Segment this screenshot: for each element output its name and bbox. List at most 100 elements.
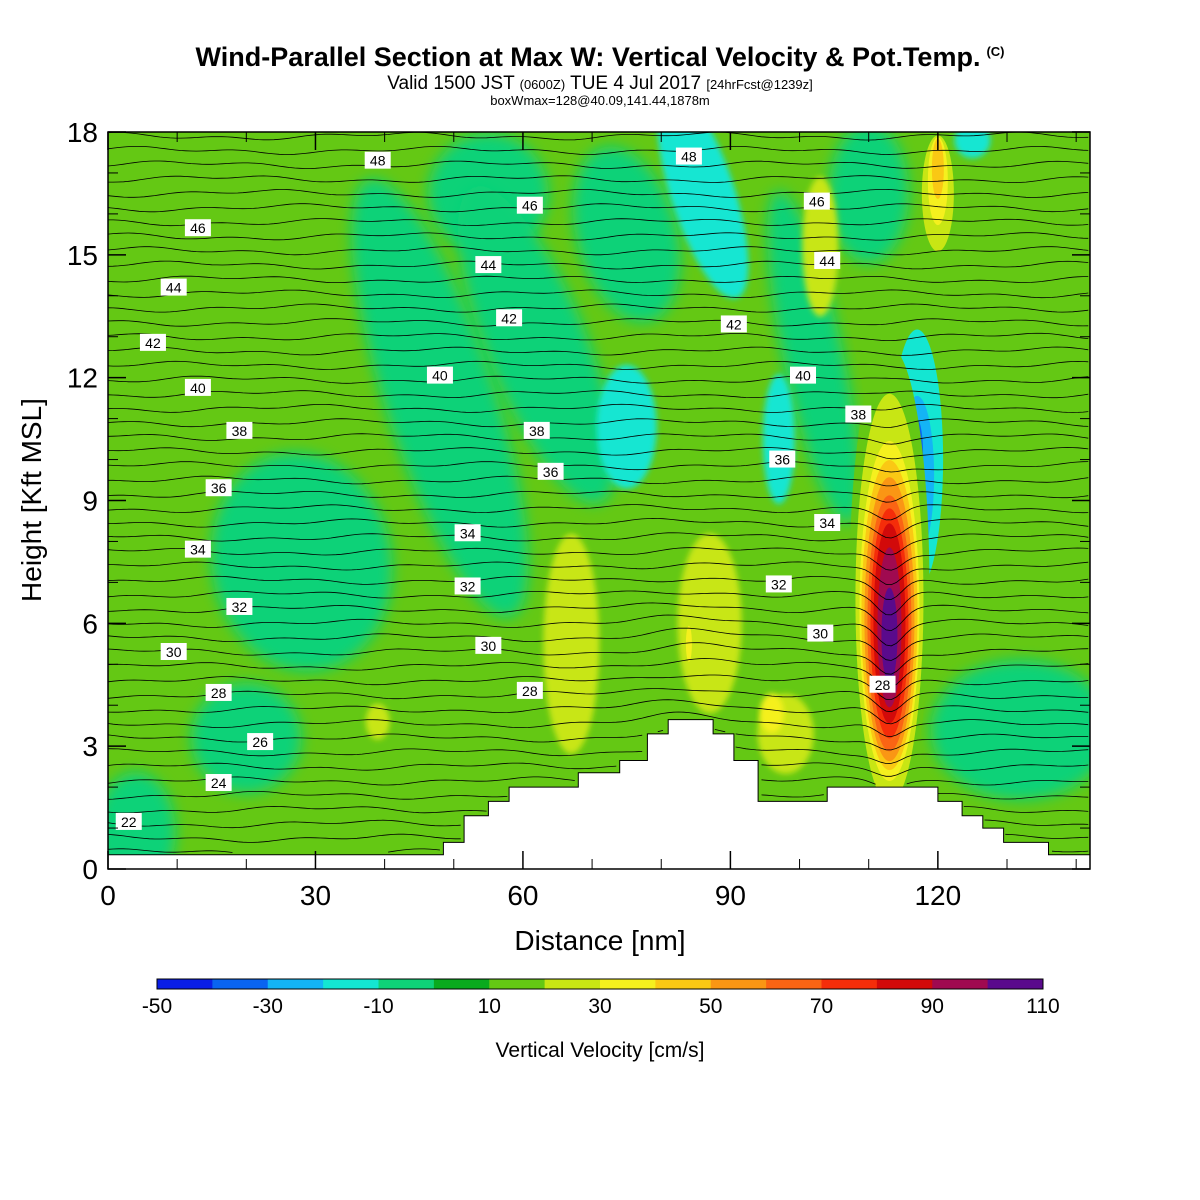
contour-label-box xyxy=(247,733,274,751)
theta-line xyxy=(108,218,1089,227)
theta-line xyxy=(108,360,1089,370)
contour-label: 48 xyxy=(364,151,391,169)
contour-label-box xyxy=(115,812,142,830)
contour-label-box xyxy=(160,278,187,296)
contour-label-text: 40 xyxy=(432,368,448,384)
colorbar-tick-label: 50 xyxy=(699,995,722,1018)
contour-label: 26 xyxy=(247,733,274,751)
theta-line xyxy=(108,658,1089,688)
colorbar-swatch xyxy=(876,979,933,989)
contour-label-box xyxy=(160,642,187,660)
contour-label-text: 40 xyxy=(190,380,206,396)
contour-label: 30 xyxy=(807,624,834,642)
contour-label-box xyxy=(720,315,747,333)
contour-label: 44 xyxy=(814,251,841,269)
contour-label-text: 42 xyxy=(501,310,517,326)
theta-line xyxy=(108,532,1089,556)
colorbar-label: Vertical Velocity [cm/s] xyxy=(496,1039,705,1062)
theta-line xyxy=(108,275,1089,283)
contour-label-box xyxy=(184,219,211,237)
contour-label: 42 xyxy=(496,309,523,327)
contour-label: 40 xyxy=(790,366,817,384)
contour-label: 40 xyxy=(426,366,453,384)
x-tick-label: 30 xyxy=(300,880,331,911)
contour-label-box xyxy=(790,366,817,384)
contour-label: 34 xyxy=(184,540,211,558)
theta-line xyxy=(108,547,1089,571)
y-tick-label: 6 xyxy=(82,608,98,639)
x-tick-label: 90 xyxy=(715,880,746,911)
contour-label-box xyxy=(426,366,453,384)
updraft-level-9 xyxy=(881,587,898,684)
colorbar-frame xyxy=(156,978,1044,990)
contour-label-box xyxy=(475,636,502,654)
colorbar-swatch xyxy=(323,979,379,989)
contour-label: 28 xyxy=(869,675,896,693)
terrain xyxy=(107,719,1091,870)
contour-label: 32 xyxy=(765,575,792,593)
valid-prefix: Valid 1500 JST xyxy=(387,73,515,94)
x-tick-label: 60 xyxy=(507,880,538,911)
theta-line xyxy=(108,447,1089,460)
theta-line xyxy=(108,746,1089,764)
contour-label: 36 xyxy=(537,462,564,480)
contour-label-text: 48 xyxy=(681,149,697,165)
colorbar-swatch xyxy=(766,979,822,989)
theta-line xyxy=(108,289,1089,299)
theta-line xyxy=(108,104,1088,112)
colorbar-swatch xyxy=(544,979,601,989)
y-tick-label: 18 xyxy=(67,117,98,148)
theta-line xyxy=(108,729,1089,751)
colorbar: -50 -30 -10 10 30 50 70 90 110 xyxy=(142,978,1060,1018)
theta-line xyxy=(108,517,1089,539)
theta-line xyxy=(108,175,1089,183)
contour-label-text: 34 xyxy=(190,542,206,558)
colorbar-swatch xyxy=(932,979,989,989)
field-blob-weak-5 xyxy=(108,772,176,869)
chart-subtitle: Valid 1500 JST (0600Z) TUE 4 Jul 2017 [2… xyxy=(0,73,1200,95)
colorbar-tick-label: 110 xyxy=(1026,995,1059,1018)
contour-label-text: 44 xyxy=(819,253,835,269)
theta-line xyxy=(108,119,1088,126)
colorbar-tick-label: 10 xyxy=(478,995,501,1018)
theta-line xyxy=(108,699,1089,725)
x-axis-label: Distance [nm] xyxy=(514,925,685,956)
contour-label-box xyxy=(184,540,211,558)
theta-line xyxy=(108,203,1089,213)
contour-label-box xyxy=(523,421,550,439)
x-tick-label: 0 xyxy=(100,880,116,911)
theta-line xyxy=(108,674,1089,701)
contour-label-text: 42 xyxy=(726,316,742,332)
contour-label-text: 38 xyxy=(232,423,248,439)
colorbar-swatch xyxy=(987,979,1044,989)
colorbar-tick-label: -10 xyxy=(363,995,393,1018)
box-info: boxWmax=128@40.09,141.44,1878m xyxy=(490,93,710,108)
theta-line xyxy=(108,504,1089,521)
contour-label-text: 36 xyxy=(543,464,559,480)
contour-label-box xyxy=(869,675,896,693)
theta-line xyxy=(108,189,1089,198)
colorbar-swatch xyxy=(710,979,767,989)
colorbar-tick-label: 90 xyxy=(921,995,944,1018)
contour-label: 32 xyxy=(226,597,253,615)
contour-label: 34 xyxy=(454,524,481,542)
contour-label-box xyxy=(765,575,792,593)
contour-label: 42 xyxy=(139,333,166,351)
theta-line xyxy=(108,711,1089,738)
theta-line xyxy=(108,160,1089,169)
field-blob-weak-0 xyxy=(191,682,302,793)
contour-label-text: 28 xyxy=(875,677,891,693)
contour-label-text: 46 xyxy=(809,194,825,210)
contour-label: 30 xyxy=(160,642,187,660)
contour-label-text: 32 xyxy=(232,599,248,615)
contour-label: 36 xyxy=(769,450,796,468)
chart-title-copyright: (C) xyxy=(986,44,1005,59)
contour-label-text: 30 xyxy=(813,626,829,642)
field-blob-weak-7 xyxy=(828,132,909,264)
colorbar-swatch xyxy=(378,979,435,989)
contour-label-text: 22 xyxy=(121,814,137,830)
contour-label-box xyxy=(184,378,211,396)
contour-label: 24 xyxy=(205,774,232,792)
theta-line xyxy=(108,590,1089,616)
